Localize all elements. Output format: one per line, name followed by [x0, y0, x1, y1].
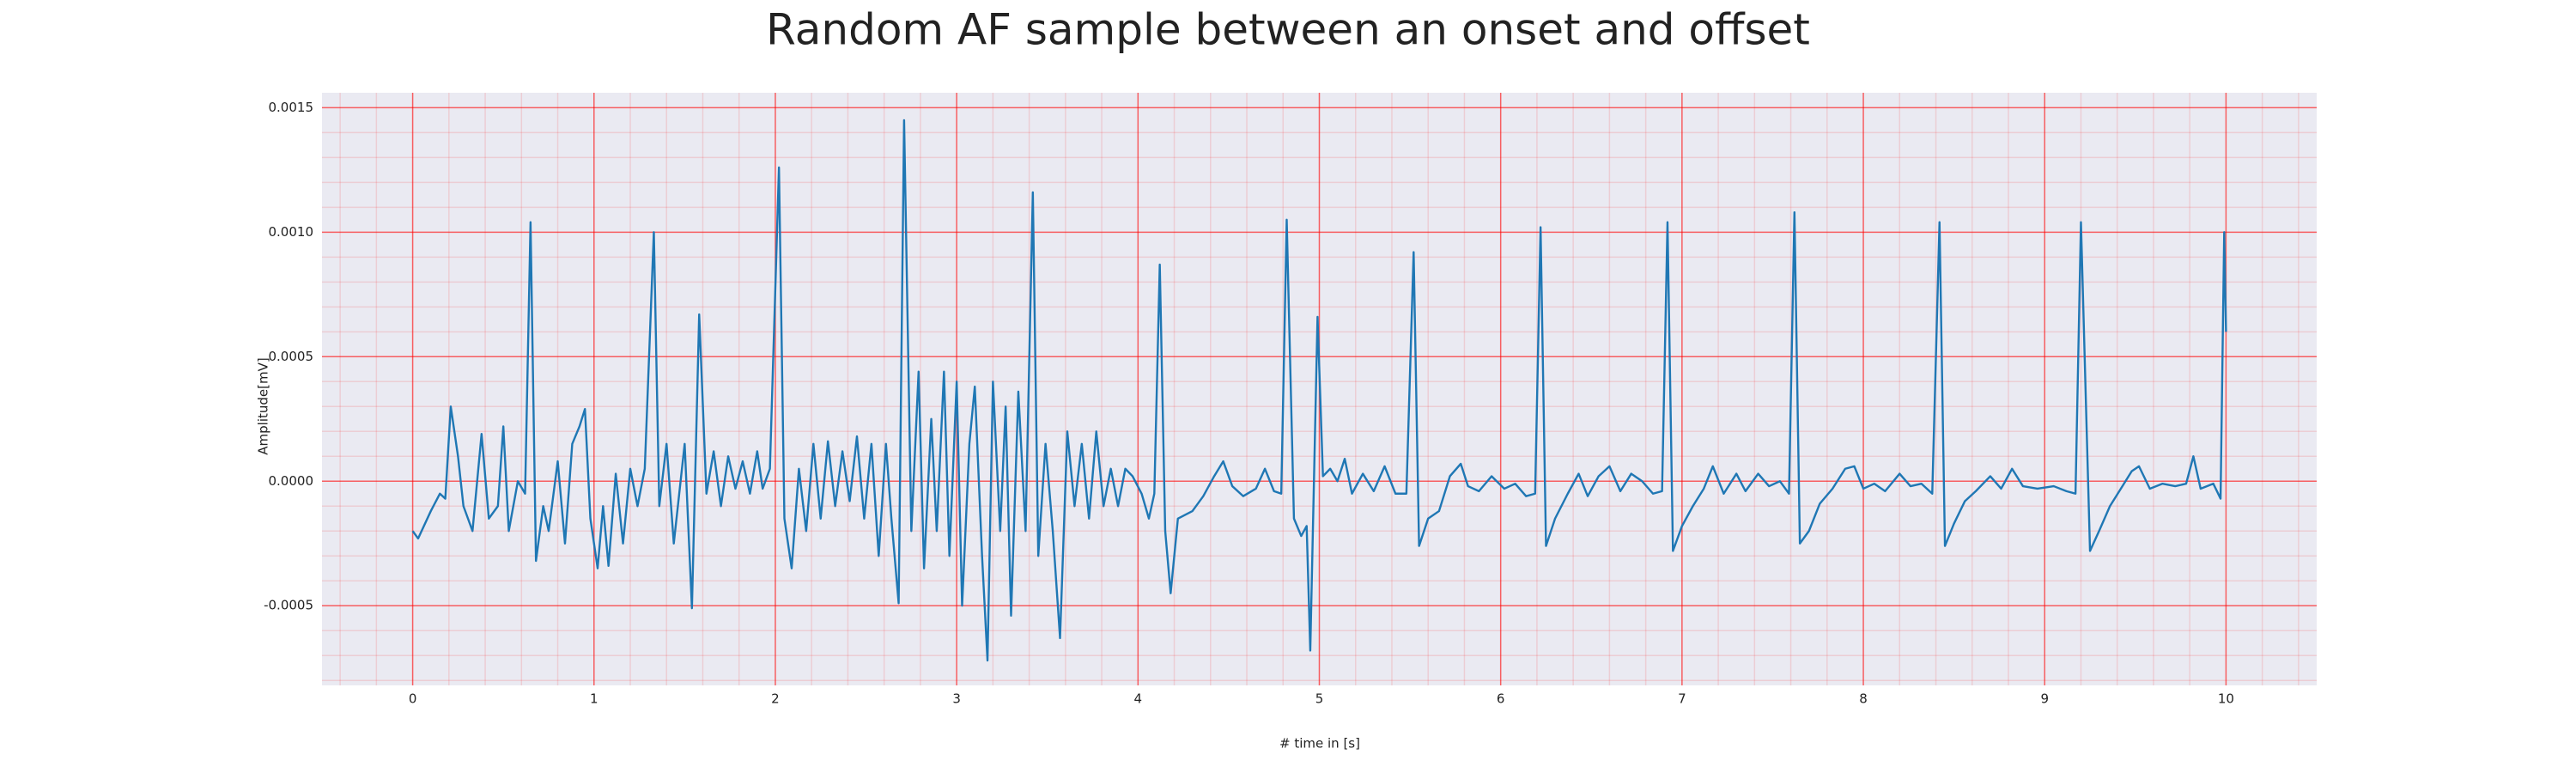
y-tick-label: -0.0005 [264, 598, 313, 613]
y-tick-label: 0.0010 [269, 224, 314, 240]
y-tick-label: 0.0015 [269, 100, 314, 115]
x-tick-label: 0 [409, 691, 417, 707]
chart-title: Random AF sample between an onset and of… [766, 5, 1810, 55]
x-tick-label: 2 [771, 691, 780, 707]
x-tick-label: 10 [2218, 691, 2234, 707]
x-tick-label: 5 [1315, 691, 1324, 707]
line-series [411, 119, 2227, 662]
y-tick-label: 0.0000 [269, 473, 314, 489]
y-axis-label: Amplitude[mV] [256, 357, 271, 454]
x-tick-label: 3 [952, 691, 961, 707]
x-axis-label: # time in [s] [1279, 736, 1360, 752]
x-tick-label: 9 [2040, 691, 2049, 707]
y-tick-label: 0.0005 [269, 349, 314, 364]
x-tick-label: 1 [590, 691, 598, 707]
x-tick-label: 4 [1134, 691, 1143, 707]
x-tick-label: 8 [1859, 691, 1868, 707]
x-tick-label: 6 [1497, 691, 1505, 707]
x-tick-label: 7 [1678, 691, 1686, 707]
